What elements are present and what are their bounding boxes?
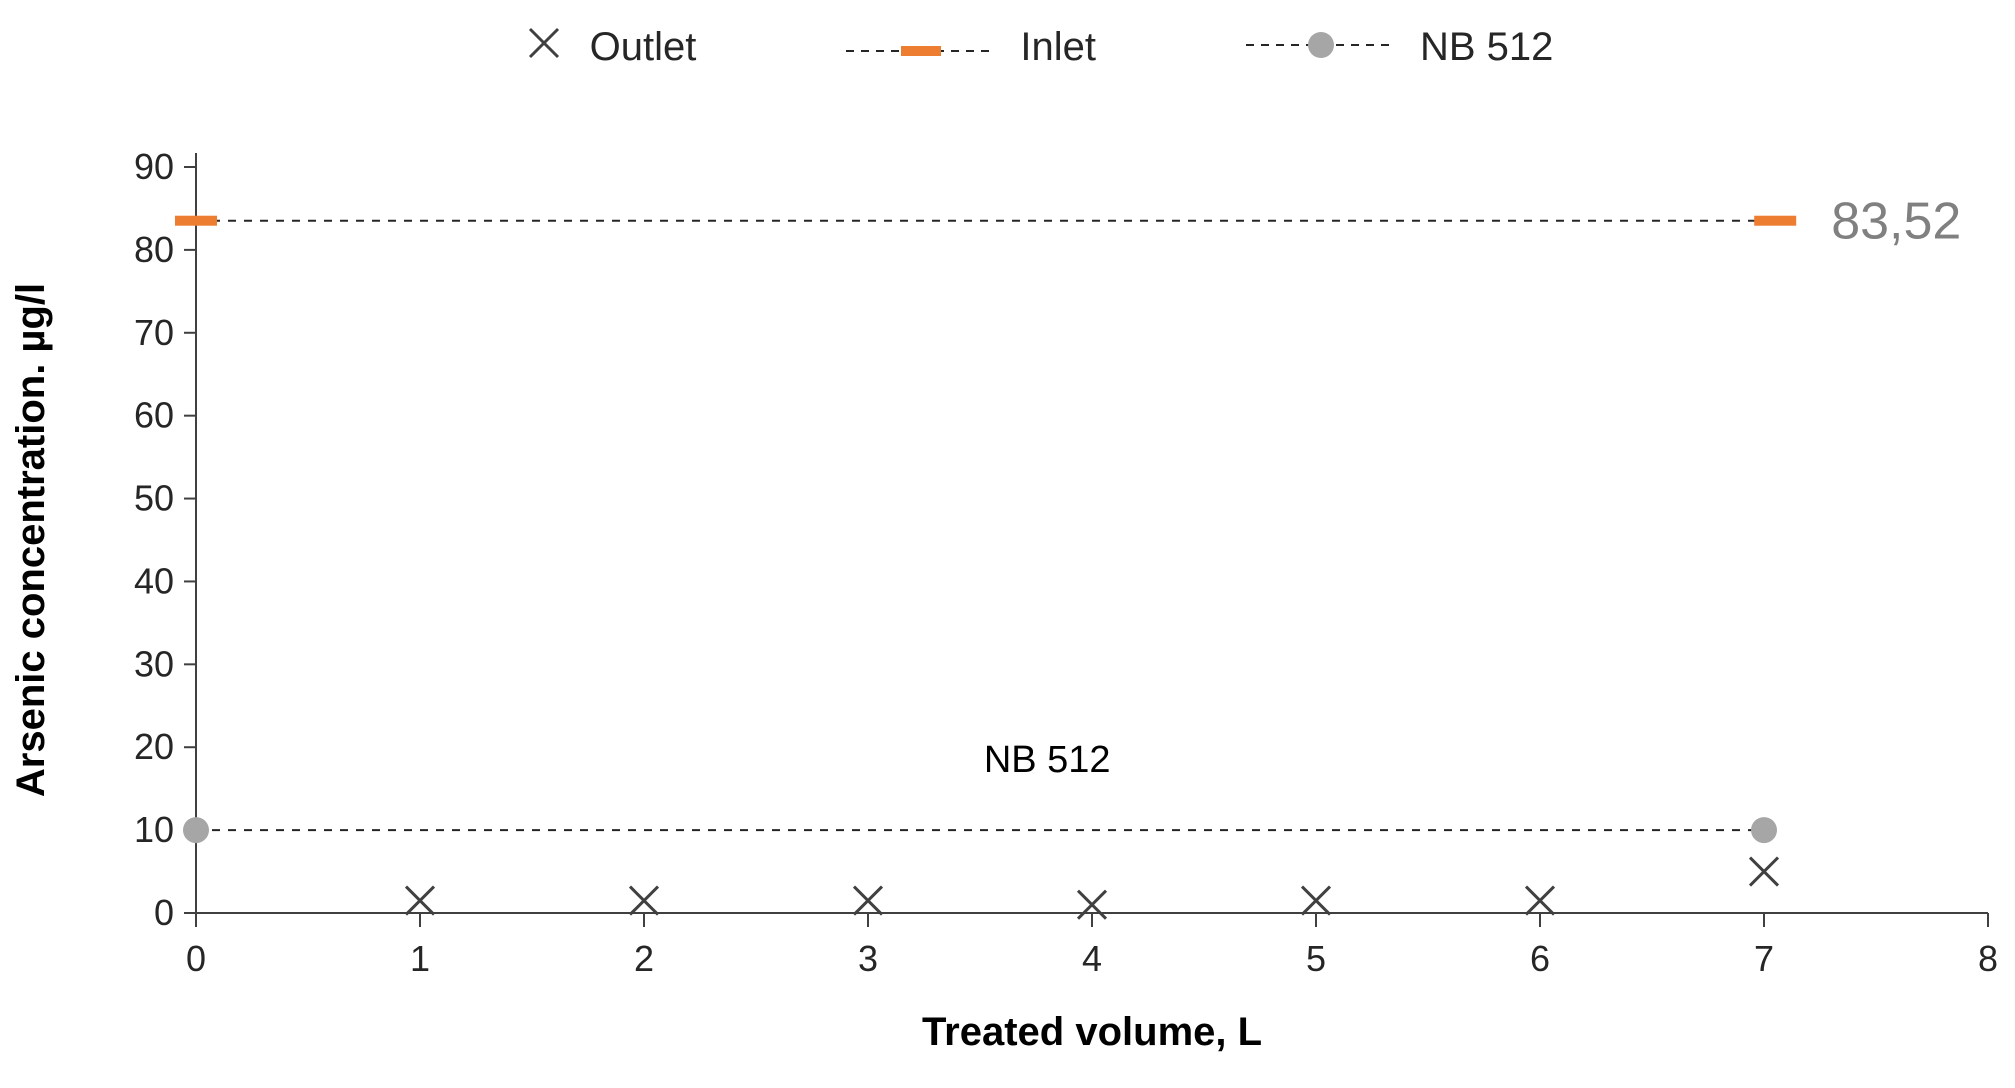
x-tick-label: 3: [858, 938, 878, 979]
x-tick-label: 0: [186, 938, 206, 979]
x-marker-icon: [522, 21, 566, 75]
x-tick-label: 5: [1306, 938, 1326, 979]
inlet-value-label: 83,52: [1831, 193, 1961, 251]
legend-label-outlet: Outlet: [589, 25, 697, 69]
outlet-x-marker: [628, 885, 660, 916]
legend-item-nb512: NB 512: [1245, 25, 1554, 70]
inlet-dash-marker: [175, 215, 217, 226]
inlet-dash-marker-icon: [846, 46, 997, 56]
y-tick-label: 40: [134, 560, 174, 601]
nb512-circle-marker: [183, 817, 209, 844]
y-tick-label: 60: [134, 395, 174, 436]
outlet-x-marker: [404, 885, 436, 916]
y-axis-title: Arsenic concentration. µg/l: [9, 283, 53, 797]
x-tick-label: 6: [1530, 938, 1550, 979]
legend-label-nb512: NB 512: [1419, 25, 1554, 69]
y-tick-label: 30: [134, 643, 174, 684]
legend-label-inlet: Inlet: [1020, 25, 1096, 69]
legend-item-inlet: Inlet: [846, 25, 1096, 70]
x-axis-title: Treated volume, L: [922, 1010, 1262, 1054]
plot-area: 0 10 20 30 40 50 60 70 80 90 0 1 2 3 4 5 6 7 8 Treated volu…: [9, 146, 1998, 1054]
y-tick-label: 70: [134, 312, 174, 353]
x-marker-icon: [528, 27, 559, 58]
y-tick-label: 20: [134, 726, 174, 767]
outlet-x-marker: [852, 885, 884, 916]
outlet-x-marker: [1076, 889, 1108, 920]
x-tick-label: 7: [1754, 938, 1774, 979]
y-tick-label: 90: [134, 146, 174, 187]
y-tick-label: 80: [134, 229, 174, 270]
x-tick-label: 4: [1082, 938, 1102, 979]
inlet-dash-marker: [1754, 215, 1797, 226]
outlet-x-marker: [1524, 885, 1556, 916]
x-tick-label: 1: [410, 938, 430, 979]
y-tick-label: 10: [134, 809, 174, 850]
outlet-x-marker: [1300, 885, 1332, 916]
outlet-x-marker: [1748, 856, 1780, 887]
legend-item-outlet: Outlet: [522, 21, 697, 75]
circle-marker-icon: [1245, 32, 1396, 58]
y-tick-label: 50: [134, 478, 174, 519]
chart-legend: Outlet Inlet NB 512: [0, 0, 2015, 95]
circle-marker-on-dashed-line-icon: [1245, 25, 1396, 70]
nb512-circle-marker: [1751, 817, 1777, 844]
x-tick-label: 2: [634, 938, 654, 979]
dash-marker-on-dashed-line-icon: [846, 25, 997, 70]
y-tick-label: 0: [154, 892, 174, 933]
x-tick-label: 8: [1978, 938, 1998, 979]
nb512-label: NB 512: [984, 739, 1111, 781]
